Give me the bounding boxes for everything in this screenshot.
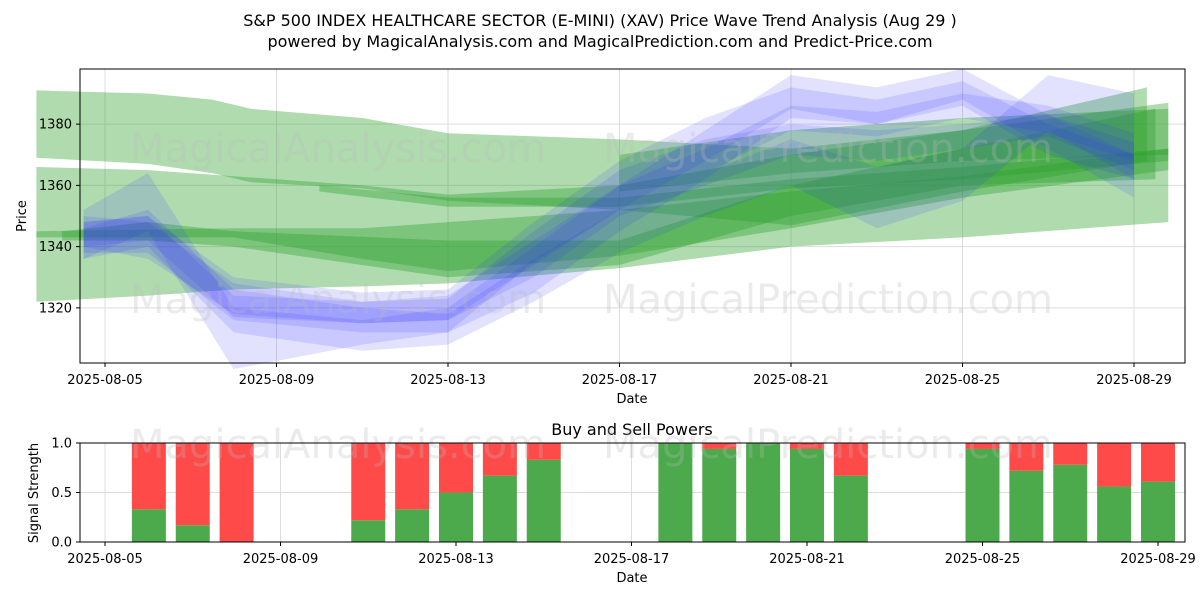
green-wave-band bbox=[36, 148, 1169, 272]
sell-bar bbox=[351, 443, 386, 521]
sell-bar bbox=[526, 443, 561, 460]
sell-bar bbox=[219, 443, 254, 542]
signal-x-tick-label: 2025-08-13 bbox=[418, 552, 494, 567]
buy-bar bbox=[131, 509, 166, 542]
signal-panel: Buy and Sell Powers MagicalAnalysis.com … bbox=[27, 420, 1196, 586]
watermark-analysis-top: MagicalAnalysis.com bbox=[130, 126, 546, 172]
chart-title: S&P 500 INDEX HEALTHCARE SECTOR (E-MINI)… bbox=[243, 11, 957, 30]
signal-bars bbox=[131, 443, 1175, 542]
price-panel: MagicalAnalysis.com MagicalPrediction.co… bbox=[15, 68, 1186, 407]
blue-wave-band bbox=[83, 75, 1135, 351]
green-wave-bands bbox=[36, 87, 1169, 302]
price-x-tick-label: 2025-08-13 bbox=[410, 373, 486, 388]
buy-bar bbox=[482, 475, 517, 542]
watermark-prediction-mid: MagicalPrediction.com bbox=[603, 277, 1053, 323]
buy-bar bbox=[395, 509, 430, 542]
chart-subtitle: powered by MagicalAnalysis.com and Magic… bbox=[267, 32, 932, 51]
blue-wave-band bbox=[83, 81, 1135, 333]
sell-bar bbox=[702, 443, 737, 449]
sell-bar bbox=[965, 443, 1000, 449]
signal-x-tick-label: 2025-08-17 bbox=[594, 552, 670, 567]
price-y-tick-label: 1320 bbox=[39, 301, 72, 316]
sell-bar bbox=[175, 443, 210, 526]
price-x-tick-label: 2025-08-29 bbox=[1096, 373, 1172, 388]
buy-bar bbox=[833, 475, 868, 542]
sell-bar bbox=[1097, 443, 1132, 487]
blue-wave-bands bbox=[83, 69, 1135, 370]
signal-y-ticks: 0.0 0.5 1.0 bbox=[51, 437, 80, 551]
sell-bar bbox=[833, 443, 868, 476]
buy-bar bbox=[1053, 464, 1088, 542]
buy-bar bbox=[790, 448, 824, 542]
sell-bar bbox=[482, 443, 517, 476]
price-x-tick-label: 2025-08-17 bbox=[582, 373, 658, 388]
signal-x-tick-label: 2025-08-21 bbox=[769, 552, 845, 567]
signal-x-tick-label: 2025-08-29 bbox=[1120, 552, 1196, 567]
signal-x-tick-label: 2025-08-09 bbox=[243, 552, 319, 567]
buy-bar bbox=[351, 520, 386, 542]
signal-y-tick-label: 0.0 bbox=[51, 536, 72, 551]
buy-bar bbox=[965, 448, 1000, 542]
green-wave-band bbox=[619, 108, 1169, 192]
buy-bar bbox=[1141, 481, 1175, 542]
sell-bar bbox=[790, 443, 824, 449]
price-x-tick-label: 2025-08-21 bbox=[753, 373, 829, 388]
buy-bar bbox=[658, 443, 693, 542]
buy-bar bbox=[702, 448, 737, 542]
green-wave-band bbox=[62, 108, 1156, 278]
signal-y-tick-label: 1.0 bbox=[51, 437, 72, 452]
blue-wave-band bbox=[83, 93, 1135, 324]
signal-x-tick-label: 2025-08-25 bbox=[945, 552, 1021, 567]
price-y-ticks: 1320 1340 1360 1380 bbox=[39, 118, 80, 316]
buy-bar bbox=[1097, 486, 1132, 542]
sell-bar bbox=[1009, 443, 1044, 471]
signal-y-axis-label: Signal Strength bbox=[27, 443, 42, 543]
sell-bar bbox=[1053, 443, 1088, 465]
price-x-tick-label: 2025-08-05 bbox=[67, 373, 143, 388]
signal-y-tick-label: 0.5 bbox=[51, 486, 72, 501]
green-wave-band bbox=[36, 102, 1169, 302]
watermark-prediction-signal: MagicalPrediction.com bbox=[603, 422, 1053, 468]
price-plot-area bbox=[80, 69, 1185, 363]
price-grid bbox=[80, 69, 1185, 363]
blue-wave-band bbox=[83, 114, 1135, 324]
price-y-tick-label: 1340 bbox=[39, 240, 72, 255]
sell-bar bbox=[131, 443, 166, 510]
signal-title: Buy and Sell Powers bbox=[551, 420, 713, 439]
buy-bar bbox=[175, 525, 210, 542]
signal-x-axis-label: Date bbox=[616, 571, 647, 586]
sell-bar bbox=[395, 443, 430, 510]
price-x-axis-label: Date bbox=[616, 392, 647, 407]
signal-x-tick-label: 2025-08-05 bbox=[67, 552, 143, 567]
watermark-analysis-signal: MagicalAnalysis.com bbox=[130, 422, 546, 468]
price-y-tick-label: 1380 bbox=[39, 118, 72, 133]
watermark-analysis-mid: MagicalAnalysis.com bbox=[130, 277, 546, 323]
price-x-tick-label: 2025-08-09 bbox=[239, 373, 315, 388]
buy-bar bbox=[746, 443, 781, 542]
buy-bar bbox=[526, 459, 561, 542]
watermark-prediction-top: MagicalPrediction.com bbox=[603, 126, 1053, 172]
price-y-tick-label: 1360 bbox=[39, 179, 72, 194]
sell-bar bbox=[439, 443, 473, 493]
buy-bar bbox=[1009, 470, 1044, 542]
blue-wave-band bbox=[83, 69, 1135, 370]
signal-x-ticks: 2025-08-05 2025-08-09 2025-08-13 2025-08-17… bbox=[67, 542, 1196, 567]
buy-bar bbox=[439, 492, 473, 542]
price-x-tick-label: 2025-08-25 bbox=[925, 373, 1001, 388]
price-y-axis-label: Price bbox=[15, 200, 30, 232]
price-x-ticks: 2025-08-05 2025-08-09 2025-08-13 2025-08-17… bbox=[67, 363, 1172, 388]
green-wave-band bbox=[319, 148, 1169, 207]
price-plot-frame bbox=[79, 68, 1186, 364]
sell-bar bbox=[1141, 443, 1175, 482]
green-wave-band bbox=[36, 87, 1147, 226]
